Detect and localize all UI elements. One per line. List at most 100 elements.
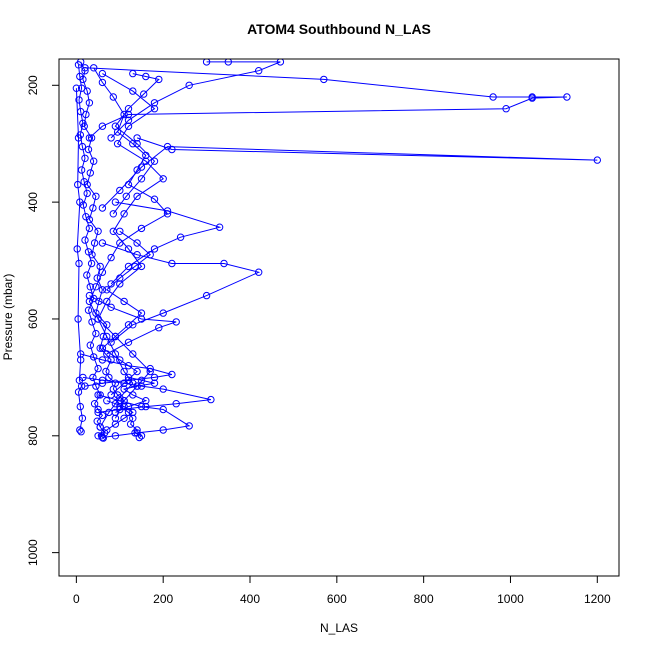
data-point	[593, 156, 601, 164]
data-point	[150, 105, 159, 113]
data-point	[124, 245, 133, 253]
data-point	[83, 271, 91, 279]
data-point	[116, 186, 124, 195]
data-point	[137, 402, 146, 411]
data-point	[94, 315, 102, 323]
data-point	[93, 417, 101, 425]
data-point	[98, 433, 107, 442]
x-tick-label: 1000	[497, 592, 524, 606]
data-point	[159, 426, 167, 434]
data-point	[85, 224, 94, 233]
data-point	[124, 110, 133, 119]
series-line-10	[82, 376, 212, 413]
data-point	[83, 87, 91, 95]
data-point	[137, 382, 146, 390]
data-point	[77, 107, 85, 116]
series-line-14	[112, 73, 160, 215]
data-point	[87, 259, 96, 268]
plot-frame	[58, 58, 620, 577]
data-point	[76, 426, 84, 434]
data-point	[107, 356, 115, 364]
data-point	[150, 99, 159, 107]
data-point	[563, 93, 571, 101]
data-point	[120, 367, 128, 376]
data-point	[202, 291, 211, 300]
x-axis: 0 200 400 600 800 1000 1200	[73, 575, 611, 606]
data-point	[207, 395, 215, 404]
data-point	[98, 204, 107, 212]
data-point	[90, 239, 99, 247]
data-point	[74, 388, 83, 396]
data-point	[81, 382, 89, 390]
y-tick-label: 400	[26, 192, 40, 212]
data-point	[168, 370, 176, 379]
x-tick-label: 600	[327, 592, 347, 606]
data-point	[85, 297, 94, 306]
data-point	[94, 432, 102, 440]
data-point	[489, 93, 497, 101]
data-point	[98, 69, 107, 78]
data-point	[142, 157, 150, 165]
data-point	[78, 414, 87, 422]
data-point	[86, 283, 95, 291]
series-line-4	[84, 67, 567, 139]
y-tick-label: 1000	[26, 539, 40, 566]
series-line-3	[97, 73, 164, 419]
data-point	[76, 198, 84, 206]
data-point	[88, 318, 96, 326]
data-point	[111, 122, 120, 130]
data-point	[107, 280, 115, 288]
data-point	[77, 84, 86, 92]
data-point	[159, 385, 167, 393]
data-point	[98, 122, 107, 130]
data-point	[98, 78, 107, 87]
data-point	[79, 119, 87, 128]
series-line-2	[88, 67, 169, 428]
data-point	[85, 291, 94, 300]
data-point	[137, 163, 146, 171]
data-point	[81, 154, 89, 163]
data-point	[133, 367, 141, 376]
series-line-13	[110, 61, 281, 139]
data-point	[107, 134, 115, 142]
data-point	[96, 423, 104, 431]
data-point	[105, 373, 113, 382]
data-point	[78, 142, 87, 151]
data-point	[90, 64, 98, 72]
data-point	[150, 373, 159, 382]
data-point	[116, 280, 124, 288]
data-point	[155, 324, 163, 332]
data-point	[255, 67, 263, 75]
data-point	[215, 223, 224, 231]
data-point	[124, 180, 133, 189]
data-point	[124, 408, 133, 417]
data-point	[163, 210, 172, 218]
x-tick-label: 800	[414, 592, 434, 606]
data-point	[80, 178, 88, 186]
data-point	[129, 350, 137, 358]
data-point	[111, 400, 120, 408]
data-point	[102, 367, 110, 376]
data-point	[90, 400, 99, 408]
data-point	[98, 379, 107, 387]
series-line-8	[89, 295, 177, 355]
data-point	[92, 382, 100, 390]
data-point	[77, 166, 86, 174]
data-point	[137, 376, 146, 384]
x-tick-label: 200	[153, 592, 173, 606]
data-point	[74, 134, 83, 142]
data-point	[111, 350, 120, 358]
data-point	[129, 140, 137, 148]
data-point	[74, 180, 82, 189]
series-line-1	[78, 64, 106, 439]
data-point	[131, 262, 139, 271]
y-tick-label: 800	[26, 425, 40, 445]
data-point	[129, 408, 137, 417]
data-point	[76, 402, 85, 411]
data-point	[126, 420, 135, 428]
data-point	[142, 151, 150, 160]
x-tick-label: 1200	[584, 592, 611, 606]
data-point	[81, 67, 89, 75]
data-point	[146, 367, 154, 376]
data-point	[98, 376, 107, 384]
